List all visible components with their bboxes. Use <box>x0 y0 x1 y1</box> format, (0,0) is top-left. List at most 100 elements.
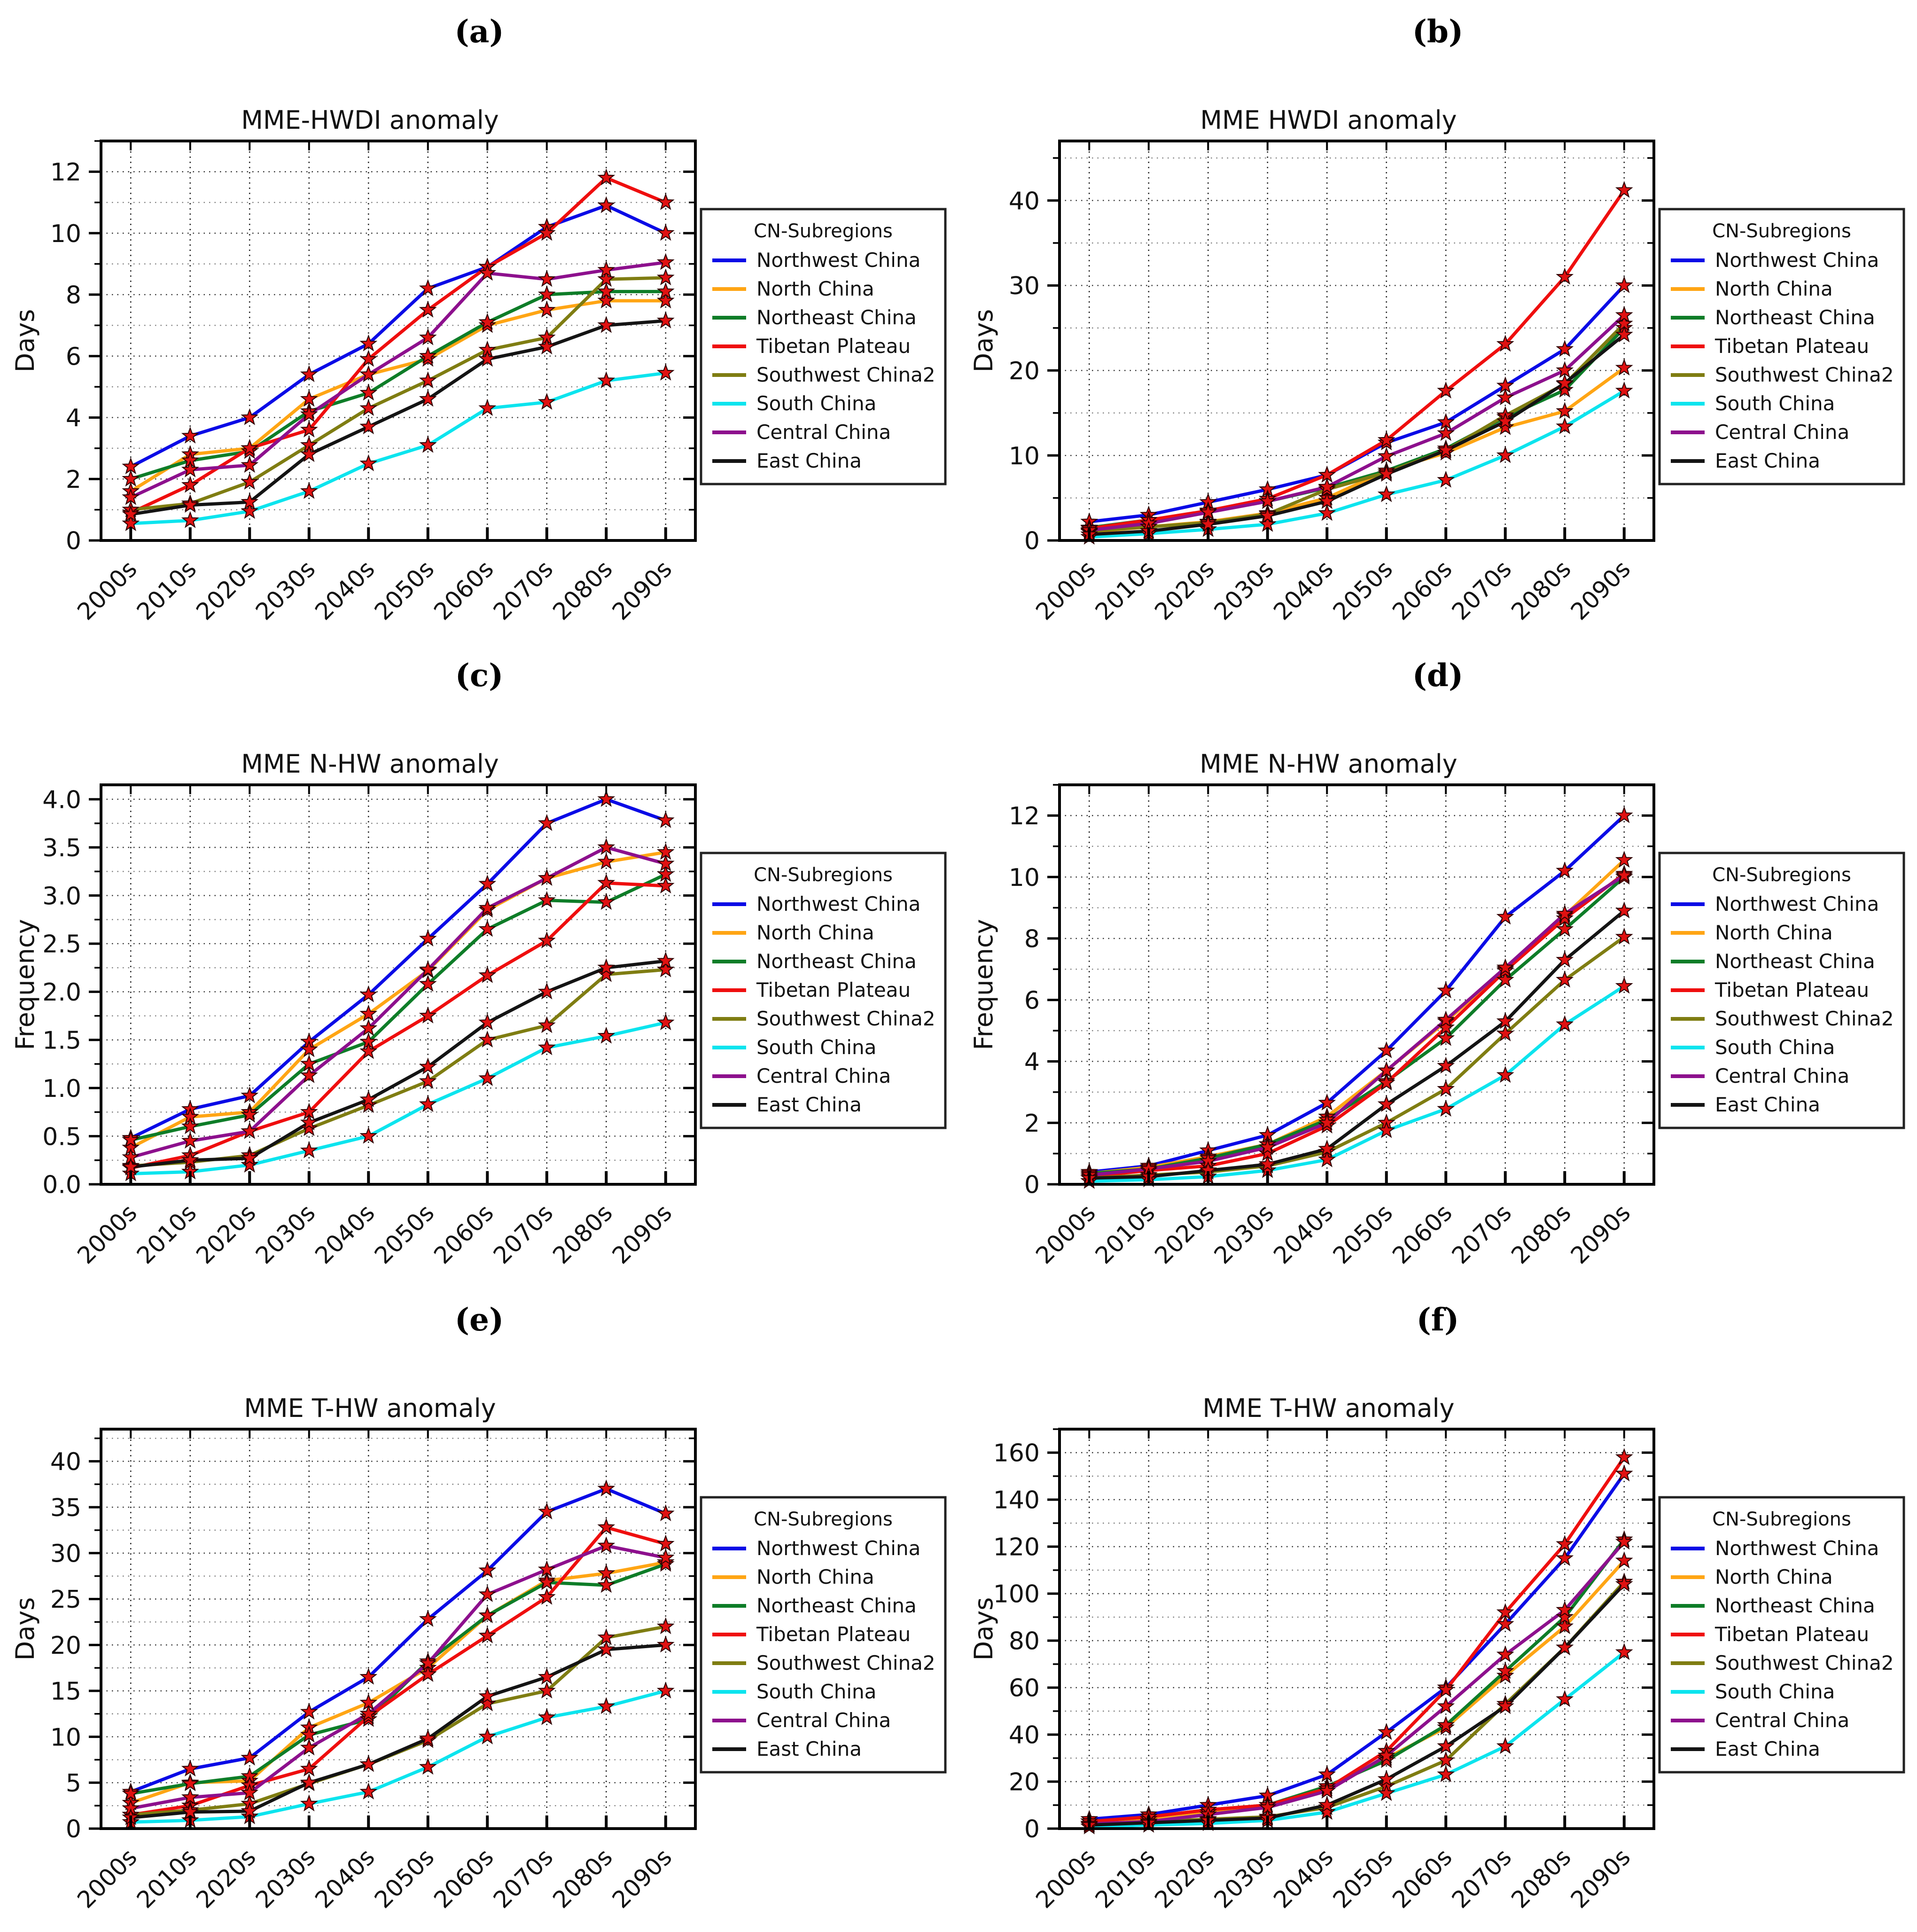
y-tick-label: 1.0 <box>42 1075 81 1103</box>
star-marker <box>419 346 437 364</box>
star-marker <box>1377 1784 1395 1801</box>
x-tick-label: 2050s <box>1328 555 1398 625</box>
star-marker <box>478 350 497 367</box>
axes <box>1047 140 1655 542</box>
legend: CN-Subregions Northwest China North China N… <box>1658 852 1905 1129</box>
panel-label-a: (a) <box>454 13 504 50</box>
star-marker <box>597 260 616 278</box>
star-marker <box>1556 1535 1574 1552</box>
star-marker <box>1556 970 1574 988</box>
legend-item-southwest-china2: Southwest China2 <box>1715 1007 1894 1030</box>
star-marker <box>597 892 616 910</box>
star-marker <box>241 1105 259 1123</box>
x-tick-label: 2050s <box>1328 1843 1398 1913</box>
series-line-south-china <box>129 1689 668 1824</box>
star-marker <box>1496 970 1514 988</box>
y-tick-label: 1.5 <box>42 1026 81 1055</box>
series-line-central-china <box>129 1544 668 1810</box>
y-tick-label: 80 <box>1009 1627 1040 1656</box>
star-marker <box>1377 1121 1395 1138</box>
series-line-tibetan-plateau <box>129 176 668 515</box>
x-tick-label: 2020s <box>1149 555 1219 625</box>
legend-item-tibetan-plateau: Tibetan Plateau <box>1714 1623 1869 1646</box>
x-tick-label: 2020s <box>191 1843 261 1913</box>
series-line-north-china <box>1087 1559 1626 1823</box>
star-marker <box>597 965 616 982</box>
star-marker <box>1318 1093 1336 1111</box>
x-tick-label: 2060s <box>1387 1199 1457 1269</box>
legend: CN-Subregions Northwest China North China N… <box>700 208 947 485</box>
star-marker <box>1615 1533 1633 1550</box>
star-marker <box>122 514 140 532</box>
legend-item-tibetan-plateau: Tibetan Plateau <box>1714 978 1869 1001</box>
star-marker <box>419 960 437 978</box>
star-marker <box>181 476 199 493</box>
star-marker <box>538 1016 556 1033</box>
star-marker <box>359 1782 378 1799</box>
series-markers <box>122 790 675 1181</box>
star-marker <box>656 291 675 309</box>
star-marker <box>1556 1617 1574 1635</box>
star-marker <box>1437 1681 1455 1698</box>
panel-b: (b) 0 10 20 30 40 2000s 2010s 2020s 2030s 2040s 20… <box>958 0 1917 644</box>
star-marker <box>1556 1690 1574 1707</box>
star-marker <box>656 1635 675 1653</box>
star-marker <box>1556 380 1574 398</box>
star-marker <box>538 1502 556 1519</box>
legend-item-north-china: North China <box>1715 277 1833 300</box>
star-marker <box>1615 1643 1633 1660</box>
star-marker <box>300 1040 318 1057</box>
star-marker <box>359 399 378 416</box>
series-line-tibetan-plateau <box>1087 872 1626 1179</box>
star-marker <box>478 1013 497 1031</box>
series-line-southwest-china2 <box>1087 935 1626 1180</box>
legend-item-northeast-china: Northeast China <box>1715 950 1875 973</box>
legend-item-east-china: East China <box>756 1737 862 1760</box>
star-marker <box>300 1702 318 1720</box>
star-marker <box>419 328 437 345</box>
legend: CN-Subregions Northwest China North China N… <box>1658 208 1905 485</box>
legend-item-south-china: South China <box>756 1680 876 1703</box>
star-marker <box>1615 325 1633 343</box>
series-line-central-china <box>1087 1540 1626 1826</box>
star-marker <box>538 1667 556 1685</box>
star-marker <box>597 316 616 333</box>
star-marker <box>656 311 675 329</box>
star-marker <box>597 1640 616 1658</box>
legend-item-central-china: Central China <box>1715 1064 1849 1087</box>
y-tick-label: 30 <box>1009 272 1040 300</box>
plot-frame <box>100 1428 697 1830</box>
gridlines <box>101 1429 695 1829</box>
legend-item-central-china: Central China <box>1715 1709 1849 1732</box>
star-marker <box>478 920 497 937</box>
star-marker <box>359 334 378 352</box>
legend-item-south-china: South China <box>1715 1680 1835 1703</box>
star-marker <box>538 1038 556 1056</box>
x-tick-label: 2030s <box>250 555 320 625</box>
y-tick-label: 30 <box>50 1540 81 1568</box>
y-tick-label: 160 <box>993 1439 1040 1468</box>
y-tick-label: 12 <box>50 158 81 187</box>
star-marker <box>1377 1751 1395 1768</box>
y-axis-label: Frequency <box>10 919 40 1050</box>
y-tick-label: 2.0 <box>42 978 81 1007</box>
star-marker <box>241 493 259 510</box>
chart-e-svg: 0 5 10 15 20 25 30 35 40 2000s2010s2020s2030s2040… <box>10 1393 947 1914</box>
star-marker <box>478 1727 497 1744</box>
star-marker <box>597 852 616 869</box>
star-marker <box>1615 1464 1633 1482</box>
star-marker <box>181 511 199 528</box>
series-line-north-china <box>129 850 668 1150</box>
series-lines <box>1087 188 1626 539</box>
star-marker <box>419 390 437 407</box>
star-marker <box>1615 851 1633 868</box>
y-tick-labels: 0 20 40 60 80 100 120 140 160 <box>993 1439 1040 1844</box>
y-tick-label: 4.0 <box>42 786 81 814</box>
star-marker <box>1437 1029 1455 1046</box>
series-lines <box>1087 813 1626 1183</box>
legend-item-tibetan-plateau: Tibetan Plateau <box>756 978 911 1001</box>
star-marker <box>656 1504 675 1521</box>
legend-item-northeast-china: Northeast China <box>756 1594 917 1617</box>
x-tick-label: 2070s <box>1447 1843 1517 1913</box>
